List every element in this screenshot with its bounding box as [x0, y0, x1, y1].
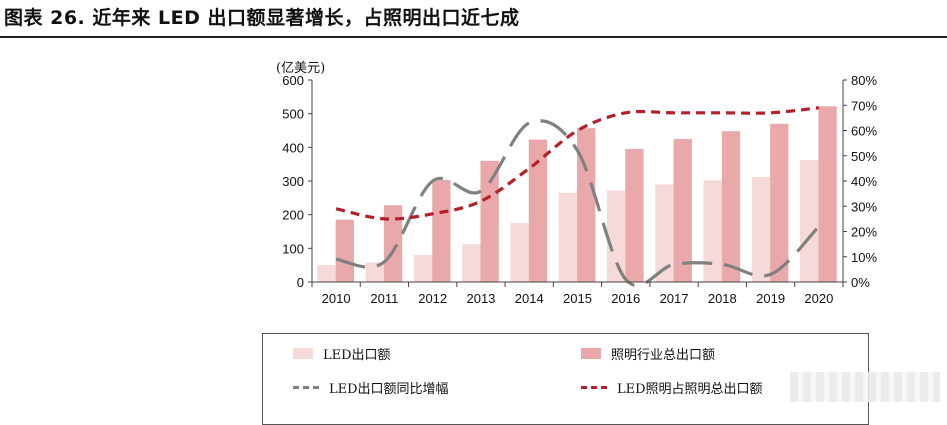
y-left-tick-label-2: 200	[282, 208, 304, 223]
y-right-tick-label-6: 60%	[851, 124, 877, 139]
bar-0-2016	[606, 190, 626, 282]
legend-swatch-led-export	[293, 348, 313, 359]
y-left-tick-label-0: 0	[297, 275, 304, 290]
y-left-unit-label: (亿美元)	[276, 61, 325, 76]
legend-line-led-growth	[293, 386, 319, 389]
x-tick-label-2016: 2016	[611, 291, 640, 306]
y-right-tick-label-2: 20%	[851, 225, 877, 240]
watermark-blur	[790, 372, 940, 402]
bar-1-2017	[673, 138, 692, 282]
legend-label-led-share: LED照明占照明总出口额	[617, 382, 763, 397]
line-series-1	[335, 106, 820, 221]
bar-0-2012	[413, 255, 433, 282]
bar-1-2018	[721, 131, 741, 282]
y-right-tick-label-7: 70%	[851, 98, 877, 113]
bar-1-2012	[432, 179, 451, 282]
legend-item-lighting-export: 照明行业总出口额	[581, 344, 715, 363]
bar-1-2011	[383, 205, 403, 282]
x-tick-label-2018: 2018	[708, 291, 737, 306]
bar-0-2014	[510, 223, 529, 282]
title-divider	[0, 36, 947, 38]
legend: LED出口额 照明行业总出口额 LED出口额同比增幅 LED照明占照明总出口额	[262, 333, 869, 425]
y-right-tick-label-0: 0%	[851, 275, 870, 290]
legend-swatch-lighting-export	[581, 348, 601, 359]
bar-1-2020	[818, 106, 837, 282]
legend-item-led-share: LED照明占照明总出口额	[581, 378, 763, 397]
x-tick-label-2017: 2017	[660, 291, 689, 306]
bar-0-2011	[365, 262, 384, 282]
x-tick-label-2011: 2011	[370, 291, 398, 306]
legend-line-led-share	[581, 386, 607, 389]
lines-layer	[335, 106, 821, 288]
axes-layer: 0 100 200 300 400 500 600 0% 10% 20% 30% 40% 50% 60% 7…	[282, 73, 877, 306]
bars-layer	[317, 106, 837, 283]
bar-0-2010	[317, 265, 336, 282]
y-right-tick-label-8: 80%	[851, 73, 877, 88]
legend-label-led-growth: LED出口额同比增幅	[329, 382, 449, 397]
legend-label-led-export: LED出口额	[323, 348, 391, 363]
y-left-tick-label-5: 500	[282, 107, 304, 122]
y-left-tick-label-1: 100	[282, 241, 304, 256]
y-left-tick-label-4: 400	[282, 140, 304, 155]
bar-1-2015	[577, 128, 596, 282]
bar-0-2018	[703, 180, 722, 282]
legend-item-led-export: LED出口额	[293, 344, 391, 363]
legend-item-led-growth: LED出口额同比增幅	[293, 378, 449, 397]
bar-1-2013	[480, 160, 499, 282]
y-left-tick-label-6: 600	[282, 73, 304, 88]
bar-0-2013	[462, 244, 481, 282]
bar-0-2019	[751, 176, 771, 282]
bar-1-2010	[335, 219, 354, 282]
y-right-tick-label-4: 40%	[851, 174, 877, 189]
x-tick-label-2015: 2015	[563, 291, 592, 306]
x-tick-label-2012: 2012	[418, 291, 447, 306]
y-left-tick-label-3: 300	[282, 174, 304, 189]
x-tick-label-2013: 2013	[466, 291, 495, 306]
bar-1-2016	[625, 149, 644, 282]
bar-0-2015	[558, 192, 578, 282]
figure-title: 图表 26. 近年来 LED 出口额显著增长，占照明出口近七成	[4, 7, 520, 29]
y-right-tick-label-1: 10%	[851, 250, 877, 265]
bar-1-2019	[770, 123, 789, 283]
x-tick-label-2014: 2014	[515, 291, 544, 306]
line-series-0	[335, 119, 821, 288]
bar-0-2020	[800, 160, 819, 282]
bar-0-2017	[655, 184, 674, 282]
x-tick-label-2010: 2010	[322, 291, 351, 306]
y-right-tick-label-5: 50%	[851, 149, 877, 164]
legend-label-lighting-export: 照明行业总出口额	[611, 348, 716, 363]
bar-1-2014	[528, 139, 548, 282]
y-right-tick-label-3: 30%	[851, 199, 877, 214]
chart-svg: (亿美元) 0 100 200 300 400 500 600 0% 10% 20% 30% 40% 5…	[276, 61, 877, 306]
x-tick-label-2020: 2020	[804, 291, 833, 306]
x-tick-label-2019: 2019	[756, 291, 785, 306]
